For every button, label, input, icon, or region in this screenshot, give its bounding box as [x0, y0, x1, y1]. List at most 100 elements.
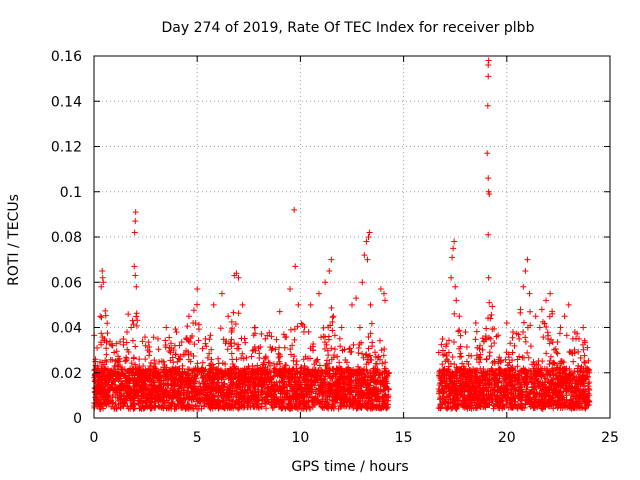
roti-point	[220, 376, 227, 383]
roti-point	[231, 340, 238, 347]
roti-point	[355, 349, 362, 356]
roti-point	[347, 345, 354, 352]
roti-point	[376, 337, 383, 344]
roti-point	[293, 396, 300, 403]
roti-point	[349, 384, 356, 391]
roti-point	[103, 345, 110, 352]
roti-point	[273, 336, 280, 343]
roti-point	[184, 323, 191, 330]
roti-point	[371, 349, 378, 356]
roti-point	[291, 353, 298, 360]
roti-point	[116, 362, 123, 369]
roti-point	[228, 350, 235, 357]
roti-point	[113, 348, 120, 355]
roti-point	[366, 368, 373, 375]
roti-point	[146, 381, 153, 388]
roti-point	[97, 313, 104, 320]
roti-point	[384, 380, 391, 387]
roti-point	[132, 218, 139, 225]
roti-point	[168, 399, 175, 406]
roti-point	[274, 361, 281, 368]
roti-point	[489, 303, 496, 310]
roti-point	[194, 301, 201, 308]
roti-point	[142, 356, 149, 363]
roti-point	[255, 370, 262, 377]
roti-point	[111, 349, 118, 356]
roti-point	[379, 360, 386, 367]
roti-point	[123, 357, 130, 364]
roti-point	[131, 263, 138, 270]
roti-point	[203, 343, 210, 350]
roti-point	[382, 359, 389, 366]
roti-point	[450, 339, 457, 346]
roti-point	[291, 326, 298, 333]
roti-point	[172, 351, 179, 358]
roti-point	[104, 330, 111, 337]
roti-point	[147, 359, 154, 366]
roti-point	[483, 356, 490, 363]
roti-point	[272, 346, 279, 353]
roti-point	[134, 317, 141, 324]
roti-point	[102, 357, 109, 364]
roti-point	[276, 360, 283, 367]
roti-point	[151, 364, 158, 371]
roti-point	[331, 346, 338, 353]
roti-point	[146, 352, 153, 359]
roti-point	[370, 365, 377, 372]
roti-point	[192, 402, 199, 409]
roti-point	[144, 390, 151, 397]
roti-point	[162, 337, 169, 344]
roti-point	[113, 340, 120, 347]
roti-point	[215, 355, 222, 362]
roti-point	[195, 326, 202, 333]
roti-point	[102, 307, 109, 314]
roti-point	[328, 304, 335, 311]
data-points	[91, 57, 593, 412]
roti-point	[248, 353, 255, 360]
roti-point	[289, 342, 296, 349]
roti-point	[106, 338, 113, 345]
roti-point	[170, 347, 177, 354]
roti-point	[103, 358, 110, 365]
roti-point	[117, 338, 124, 345]
roti-point	[516, 353, 523, 360]
roti-point	[473, 328, 480, 335]
roti-point	[488, 343, 495, 350]
roti-point	[282, 334, 289, 341]
roti-point	[287, 326, 294, 333]
roti-point	[250, 332, 257, 339]
roti-point	[125, 311, 132, 318]
roti-point	[249, 363, 256, 370]
roti-point	[520, 329, 527, 336]
roti-point	[131, 229, 138, 236]
roti-point	[178, 339, 185, 346]
roti-point	[367, 330, 374, 337]
roti-point	[130, 354, 137, 361]
roti-point	[99, 274, 106, 281]
roti-point	[337, 343, 344, 350]
roti-point	[133, 310, 140, 317]
roti-point	[128, 360, 135, 367]
roti-point	[320, 324, 327, 331]
roti-point	[103, 351, 110, 358]
roti-point	[356, 324, 363, 331]
roti-point	[305, 328, 312, 335]
roti-point	[385, 386, 392, 393]
roti-point	[570, 358, 577, 365]
roti-point	[386, 369, 393, 376]
roti-point	[130, 321, 137, 328]
roti-point	[281, 389, 288, 396]
roti-point	[263, 405, 270, 412]
roti-point	[199, 359, 206, 366]
roti-point	[456, 353, 463, 360]
roti-point	[563, 332, 570, 339]
roti-point	[254, 362, 261, 369]
roti-point	[336, 335, 343, 342]
roti-point	[356, 341, 363, 348]
roti-point	[141, 334, 148, 341]
roti-point	[380, 352, 387, 359]
roti-point	[517, 309, 524, 316]
roti-point	[233, 356, 240, 363]
roti-point	[275, 350, 282, 357]
roti-point	[483, 325, 490, 332]
